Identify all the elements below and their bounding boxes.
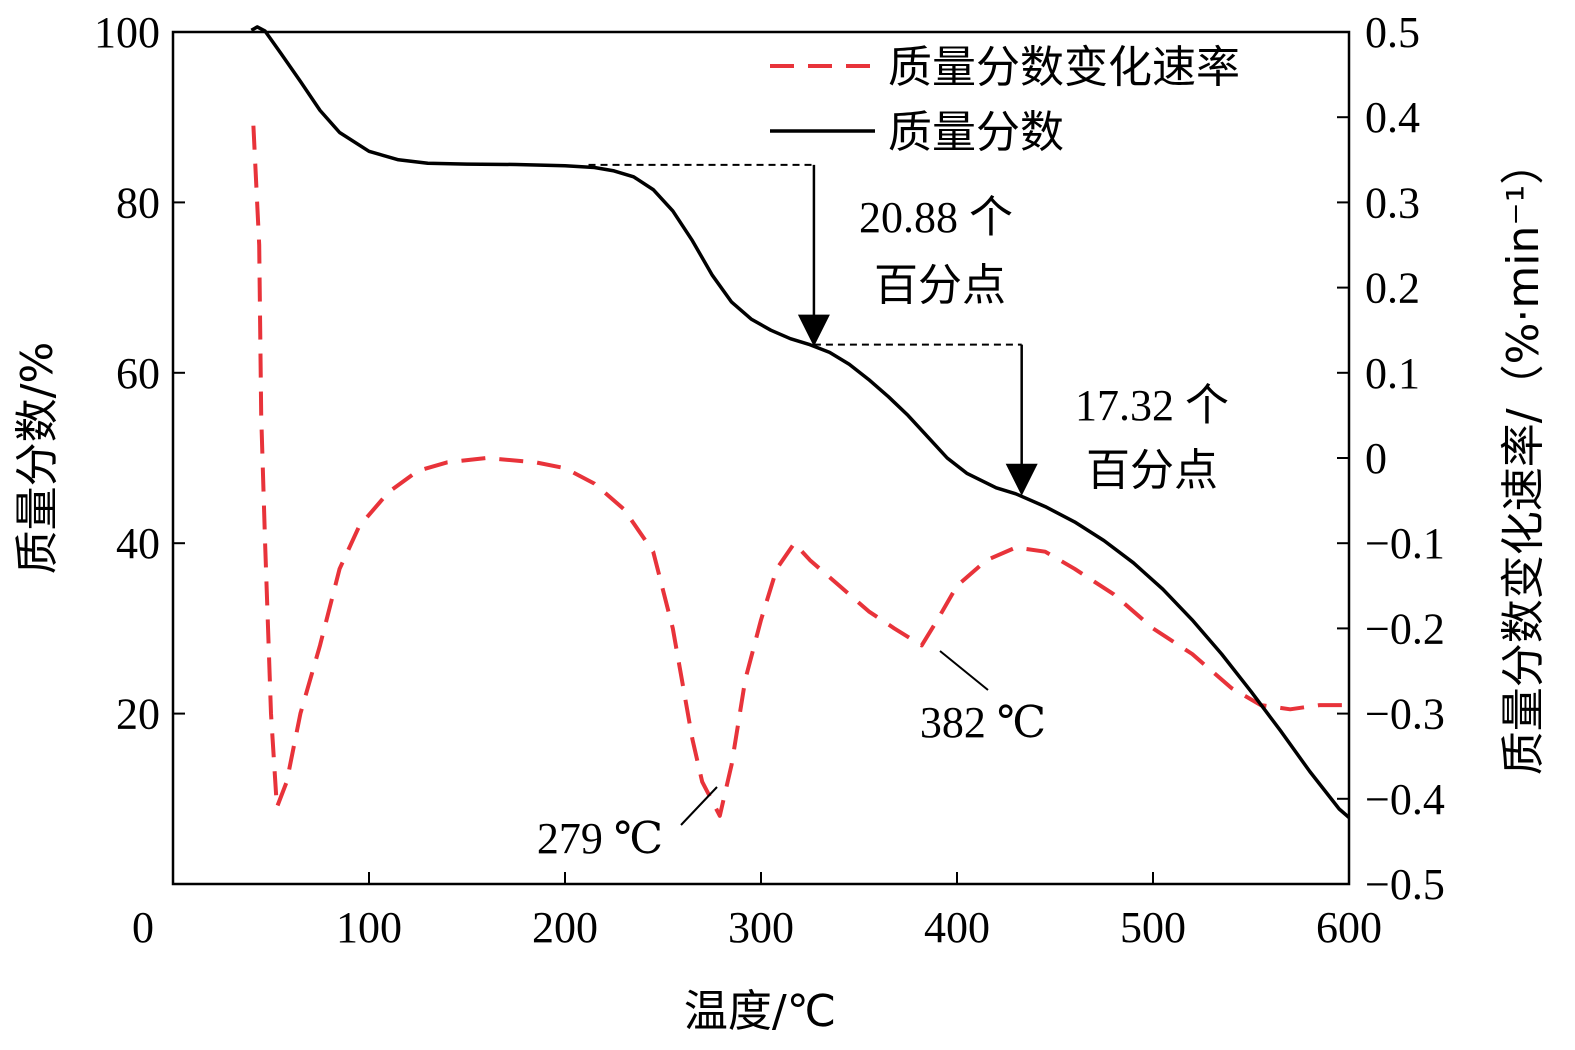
arrow-head-1 [797, 314, 830, 347]
y-right-tick-label: −0.4 [1365, 775, 1445, 824]
x-tick-label: 300 [728, 903, 794, 952]
x-tick-label: 200 [532, 903, 598, 952]
arrow-head-2 [1005, 463, 1038, 496]
y-right-tick-label: −0.1 [1365, 519, 1445, 568]
y-left-tick-label: 60 [116, 349, 160, 398]
x-tick-label: 100 [336, 903, 402, 952]
x-tick-label: 400 [924, 903, 990, 952]
y-left-tick-label: 40 [116, 519, 160, 568]
annotation-279: 279 ℃ [537, 814, 663, 863]
y-right-tick-label: 0.4 [1365, 93, 1420, 142]
x-tick-label: 0 [132, 903, 154, 952]
axes: 0 100 200 300 400 500 600 温度/℃ 20 40 60 80 100 质量分数/%… [12, 8, 1549, 1037]
annotation-drop-2-line1: 17.32 个 [1075, 381, 1229, 430]
annotation-drop-2-line2: 百分点 [1086, 446, 1218, 495]
callout-line-279 [680, 786, 718, 826]
series-layer [250, 25, 1349, 819]
x-tick-label: 600 [1316, 903, 1382, 952]
series-line-2 [250, 25, 1349, 819]
y-left-tick-label: 20 [116, 690, 160, 739]
y-right-tick-label: −0.5 [1365, 860, 1445, 909]
annotation-drop-1-line1: 20.88 个 [859, 193, 1013, 242]
x-axis-title: 温度/℃ [684, 986, 836, 1037]
y-right-tick-label: 0.5 [1365, 8, 1420, 57]
y-right-tick-label: −0.3 [1365, 690, 1445, 739]
legend-label-2: 质量分数 [888, 107, 1064, 158]
y-left-tick-label: 80 [116, 178, 160, 227]
y-right-tick-label: 0.2 [1365, 264, 1420, 313]
legend-label-1: 质量分数变化速率 [888, 42, 1240, 93]
callout-line-382 [939, 650, 989, 691]
series-line-1 [251, 125, 1349, 818]
y-left-tick-label: 100 [94, 8, 160, 57]
y-right-axis-title: 质量分数变化速率/（%·min⁻¹） [1498, 141, 1549, 775]
annotation-drop-1-line2: 百分点 [874, 261, 1006, 310]
y-right-tick-label: 0.3 [1365, 178, 1420, 227]
y-left-axis-title: 质量分数/% [12, 342, 63, 575]
y-right-tick-label: 0.1 [1365, 349, 1420, 398]
y-right-tick-label: 0 [1365, 434, 1387, 483]
x-tick-label: 500 [1120, 903, 1186, 952]
y-right-tick-label: −0.2 [1365, 604, 1445, 653]
annotation-382: 382 ℃ [920, 698, 1046, 747]
